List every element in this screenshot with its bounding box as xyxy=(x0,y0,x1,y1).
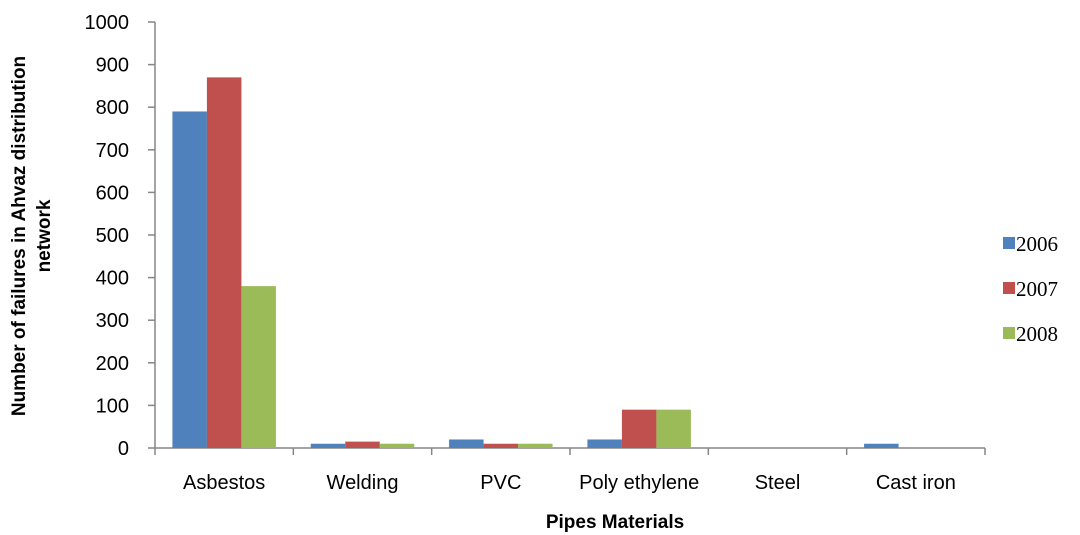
bar-2008-poly-ethylene xyxy=(656,409,691,448)
bar-2006-asbestos xyxy=(172,111,207,449)
y-tick-label: 900 xyxy=(96,55,129,77)
bar-2006-welding xyxy=(310,443,346,448)
bar-2006-poly-ethylene xyxy=(587,439,622,448)
bar-2008-pvc xyxy=(518,443,553,448)
legend-label-2008: 2008 xyxy=(1016,322,1058,346)
y-axis: 0 100 200 300 400 500 600 700 800 900 1000 xyxy=(85,12,156,460)
bar-2007-asbestos xyxy=(206,77,242,448)
y-axis-title-line-1: Number of failures in Ahvaz distribution xyxy=(9,56,30,416)
legend-swatch-2006 xyxy=(1003,237,1015,249)
y-tick-label: 1000 xyxy=(85,12,130,34)
y-tick-label: 700 xyxy=(96,140,129,162)
legend-label-2007: 2007 xyxy=(1016,277,1058,301)
x-tick-label: Welding xyxy=(327,472,399,494)
x-tick-label: Poly ethylene xyxy=(579,472,699,494)
y-tick-label: 600 xyxy=(96,182,129,204)
y-tick-label: 0 xyxy=(118,438,129,460)
bar-2006-cast-iron xyxy=(864,443,899,448)
y-tick-label: 800 xyxy=(96,97,129,119)
y-tick-label: 400 xyxy=(96,268,129,290)
legend-swatch-2007 xyxy=(1003,282,1015,294)
x-tick-label: Cast iron xyxy=(876,472,956,494)
x-axis-title: Pipes Materials xyxy=(546,512,684,533)
y-tick-label: 300 xyxy=(96,310,129,332)
legend-swatch-2008 xyxy=(1003,327,1015,339)
y-axis-title-line-2: network xyxy=(34,199,55,272)
legend-label-2006: 2006 xyxy=(1016,232,1058,256)
x-tick-label: Asbestos xyxy=(183,472,265,494)
bar-2006-pvc xyxy=(449,439,484,448)
bar-2008-welding xyxy=(379,443,415,448)
bar-2007-poly-ethylene xyxy=(621,409,657,448)
bar-2007-welding xyxy=(345,441,380,448)
bar-2007-pvc xyxy=(483,443,519,448)
x-axis: Asbestos Welding PVC Poly ethylene Steel Cast… xyxy=(154,447,986,494)
x-tick-label: Steel xyxy=(755,472,801,494)
legend: 2006 2007 2008 xyxy=(1003,232,1058,346)
bars xyxy=(172,77,899,449)
y-tick-label: 200 xyxy=(96,353,129,375)
bar-2008-asbestos xyxy=(241,286,276,448)
y-tick-label: 500 xyxy=(96,225,129,247)
x-tick-label: PVC xyxy=(480,472,521,494)
y-tick-label: 100 xyxy=(96,395,129,417)
